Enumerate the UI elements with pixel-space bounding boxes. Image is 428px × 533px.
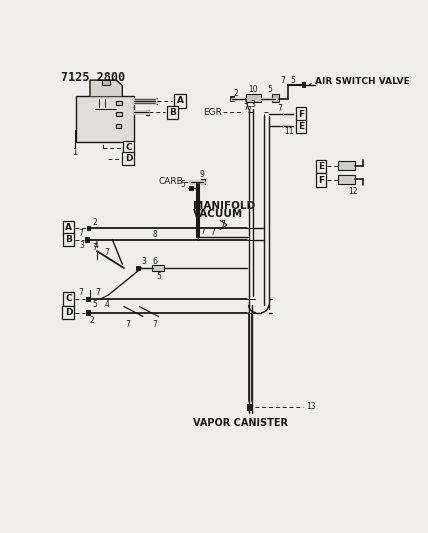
Text: F: F: [298, 109, 304, 118]
Text: 6: 6: [152, 257, 157, 266]
Text: 7: 7: [125, 320, 130, 329]
Text: B: B: [169, 108, 176, 117]
Bar: [246, 94, 261, 102]
Text: 3: 3: [251, 100, 256, 109]
Bar: [154, 98, 157, 104]
Bar: [201, 180, 205, 184]
Bar: [189, 186, 193, 190]
Text: E: E: [298, 122, 304, 131]
Text: D: D: [125, 154, 132, 163]
Text: 7: 7: [78, 229, 83, 238]
Text: 2: 2: [92, 218, 97, 227]
Text: 7: 7: [246, 106, 251, 115]
Bar: [116, 112, 122, 116]
Text: 5: 5: [291, 76, 296, 85]
Text: 8: 8: [152, 230, 157, 239]
Text: VACUUM: VACUUM: [193, 209, 244, 219]
Text: 5: 5: [92, 301, 97, 310]
Text: 7: 7: [210, 228, 215, 237]
Bar: [247, 403, 252, 410]
Bar: [152, 265, 164, 271]
Bar: [85, 237, 89, 242]
Text: MANIFOLD: MANIFOLD: [193, 201, 255, 212]
Text: 7: 7: [243, 102, 248, 111]
Text: 3: 3: [141, 257, 146, 266]
Text: 7: 7: [104, 248, 110, 257]
Text: 7: 7: [95, 288, 100, 297]
Text: 7: 7: [220, 220, 225, 229]
Bar: [86, 296, 89, 301]
Text: 1: 1: [72, 148, 77, 157]
Text: 13: 13: [306, 402, 316, 411]
Text: 12: 12: [348, 187, 358, 196]
Bar: [86, 310, 89, 315]
Polygon shape: [90, 80, 122, 95]
Text: 2: 2: [89, 316, 94, 325]
Text: 10: 10: [248, 85, 258, 94]
Text: 11: 11: [285, 127, 294, 136]
Bar: [302, 82, 305, 87]
Text: E: E: [318, 162, 324, 171]
Text: D: D: [65, 308, 72, 317]
Text: 7125 2800: 7125 2800: [61, 71, 125, 84]
Text: 7: 7: [201, 227, 205, 236]
Text: 9: 9: [199, 171, 204, 179]
Text: CARB: CARB: [158, 177, 183, 186]
Text: 5: 5: [268, 85, 273, 94]
Text: C: C: [125, 143, 132, 152]
Text: C: C: [65, 294, 72, 303]
Bar: [102, 80, 110, 85]
Text: 7: 7: [78, 288, 83, 297]
Bar: [116, 124, 121, 128]
Text: A: A: [65, 223, 72, 232]
Text: F: F: [318, 176, 324, 185]
Bar: [146, 110, 149, 115]
Bar: [136, 265, 140, 270]
Bar: [76, 95, 134, 142]
Text: 3: 3: [80, 241, 85, 250]
Bar: [116, 101, 122, 105]
Text: 5: 5: [181, 180, 186, 189]
Text: 7: 7: [92, 243, 97, 252]
Text: 4: 4: [104, 301, 110, 310]
Bar: [338, 161, 355, 170]
Text: 7: 7: [280, 76, 285, 85]
Bar: [338, 175, 355, 184]
Text: 7: 7: [152, 320, 157, 329]
Bar: [273, 94, 279, 102]
Bar: [230, 96, 234, 101]
Text: VAPOR CANISTER: VAPOR CANISTER: [193, 418, 288, 428]
Text: 4: 4: [94, 241, 98, 250]
Text: B: B: [65, 235, 72, 244]
Text: 5: 5: [157, 272, 162, 281]
Text: A: A: [177, 96, 184, 106]
Text: 7: 7: [277, 104, 282, 113]
Text: AIR SWITCH VALVE: AIR SWITCH VALVE: [315, 77, 410, 86]
Text: EGR: EGR: [204, 108, 223, 117]
Text: 2: 2: [234, 88, 239, 98]
Bar: [87, 225, 90, 230]
